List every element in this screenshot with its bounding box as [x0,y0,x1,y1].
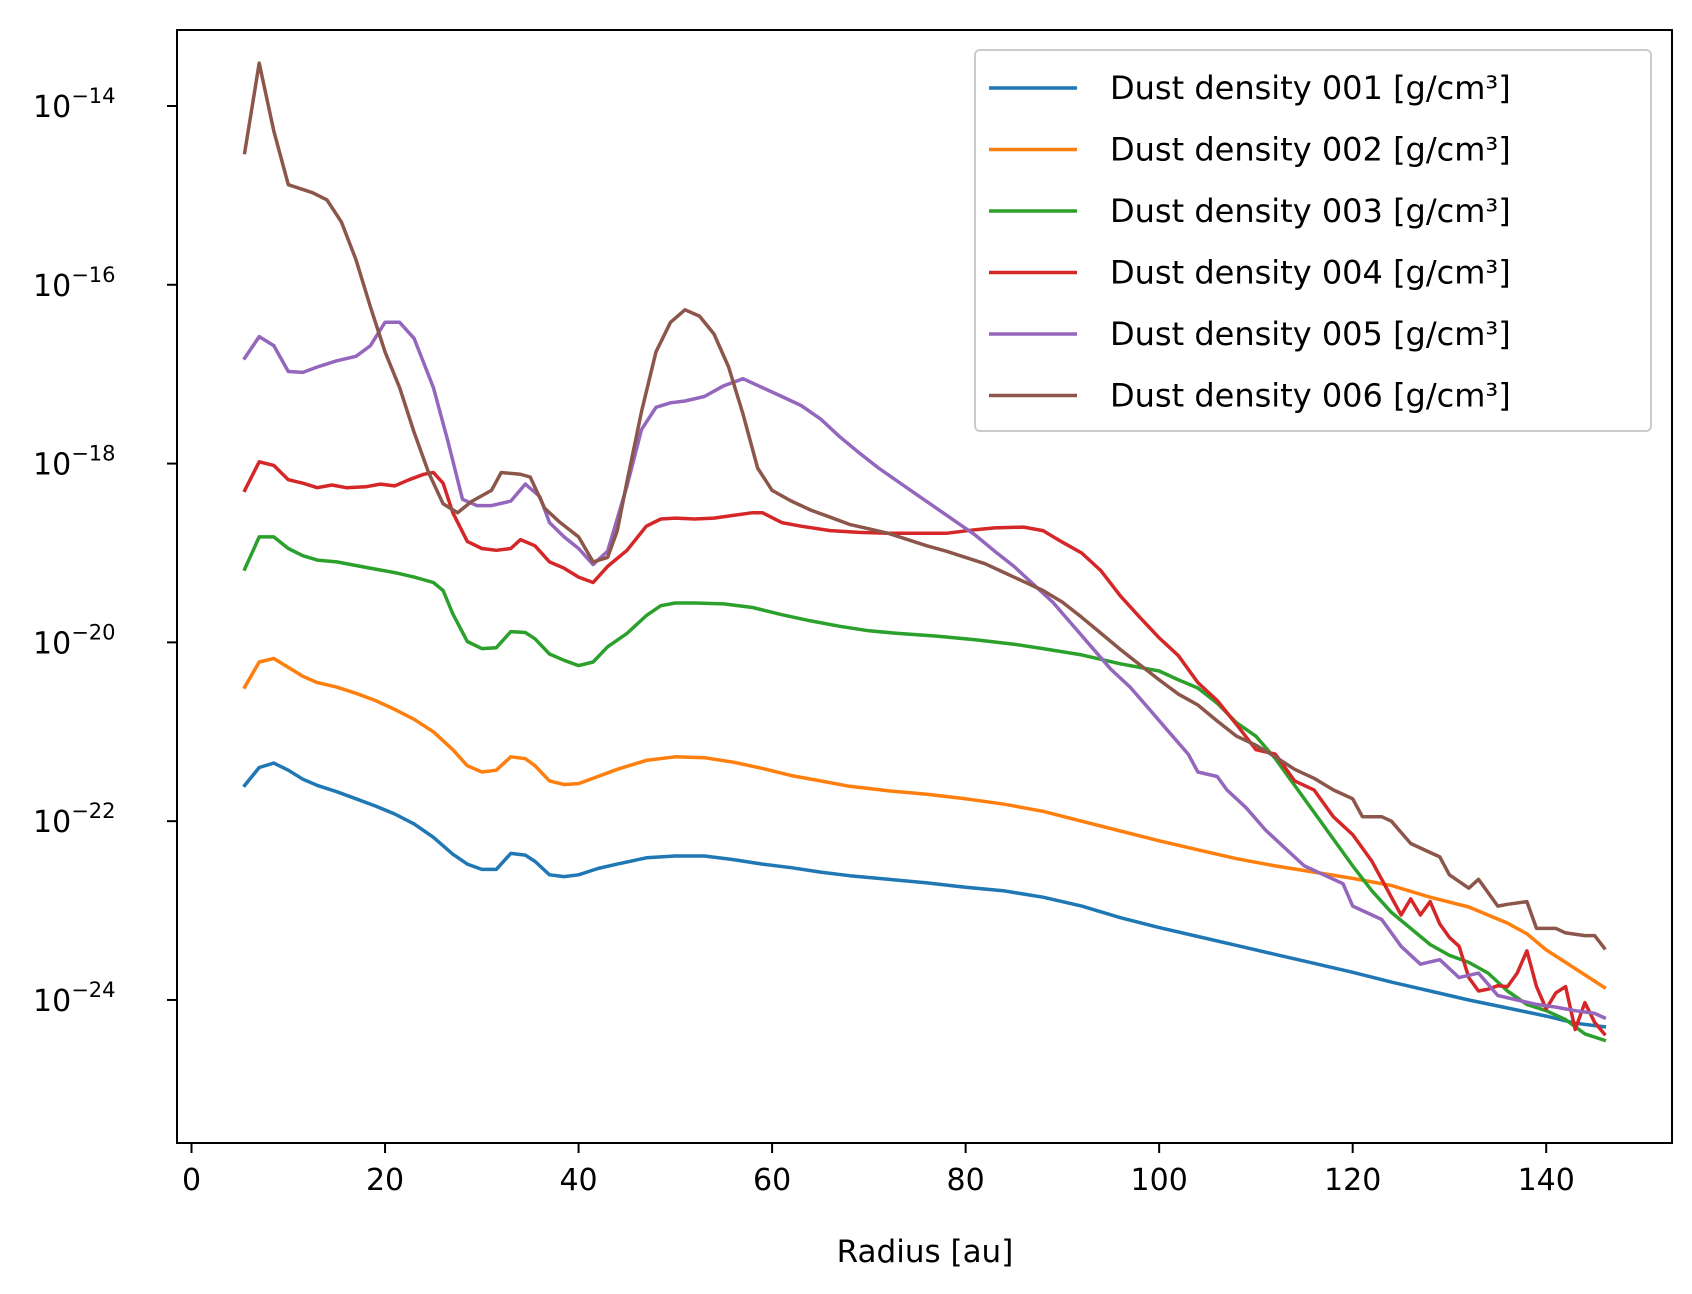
series-line-3 [242,535,1607,1043]
y-tick-label: 10−24 [33,978,116,1019]
y-axis: 10−14 10−16 10−18 10−20 10−22 10−24 [33,84,177,1019]
x-axis-label: Radius [au] [837,1234,1014,1270]
y-tick-label: 10−16 [33,263,116,304]
axes-frame [176,29,1673,1144]
series-lines [242,61,1607,1043]
y-tick-label: 10−14 [33,84,116,125]
legend-label: Dust density 006 [g/cm³] [1110,377,1511,415]
legend-label: Dust density 005 [g/cm³] [1110,315,1511,353]
series-line-6 [242,61,1607,951]
y-tick-label: 10−18 [33,442,116,483]
legend-box [974,49,1652,432]
legend: Dust density 001 [g/cm³] Dust density 002… [974,49,1652,432]
x-tick-label: 20 [366,1163,404,1198]
x-tick-label: 120 [1324,1163,1381,1198]
series-line-5 [242,320,1607,1021]
series-line-4 [242,460,1607,1037]
x-tick-label: 0 [182,1163,201,1198]
series-line-1 [242,761,1607,1029]
x-tick-label: 40 [559,1163,597,1198]
plot-area [176,29,1673,1144]
y-tick-label: 10−22 [33,799,116,840]
x-tick-label: 140 [1518,1163,1575,1198]
series-line-2 [242,656,1607,990]
y-tick-label: 10−20 [33,620,116,661]
legend-label: Dust density 003 [g/cm³] [1110,192,1511,230]
x-axis: 0 20 40 60 80 100 120 140 [182,1143,1575,1198]
legend-label: Dust density 001 [g/cm³] [1110,69,1511,107]
x-tick-label: 80 [947,1163,985,1198]
x-tick-label: 100 [1131,1163,1188,1198]
legend-label: Dust density 002 [g/cm³] [1110,131,1511,169]
x-tick-label: 60 [753,1163,791,1198]
legend-label: Dust density 004 [g/cm³] [1110,254,1511,292]
